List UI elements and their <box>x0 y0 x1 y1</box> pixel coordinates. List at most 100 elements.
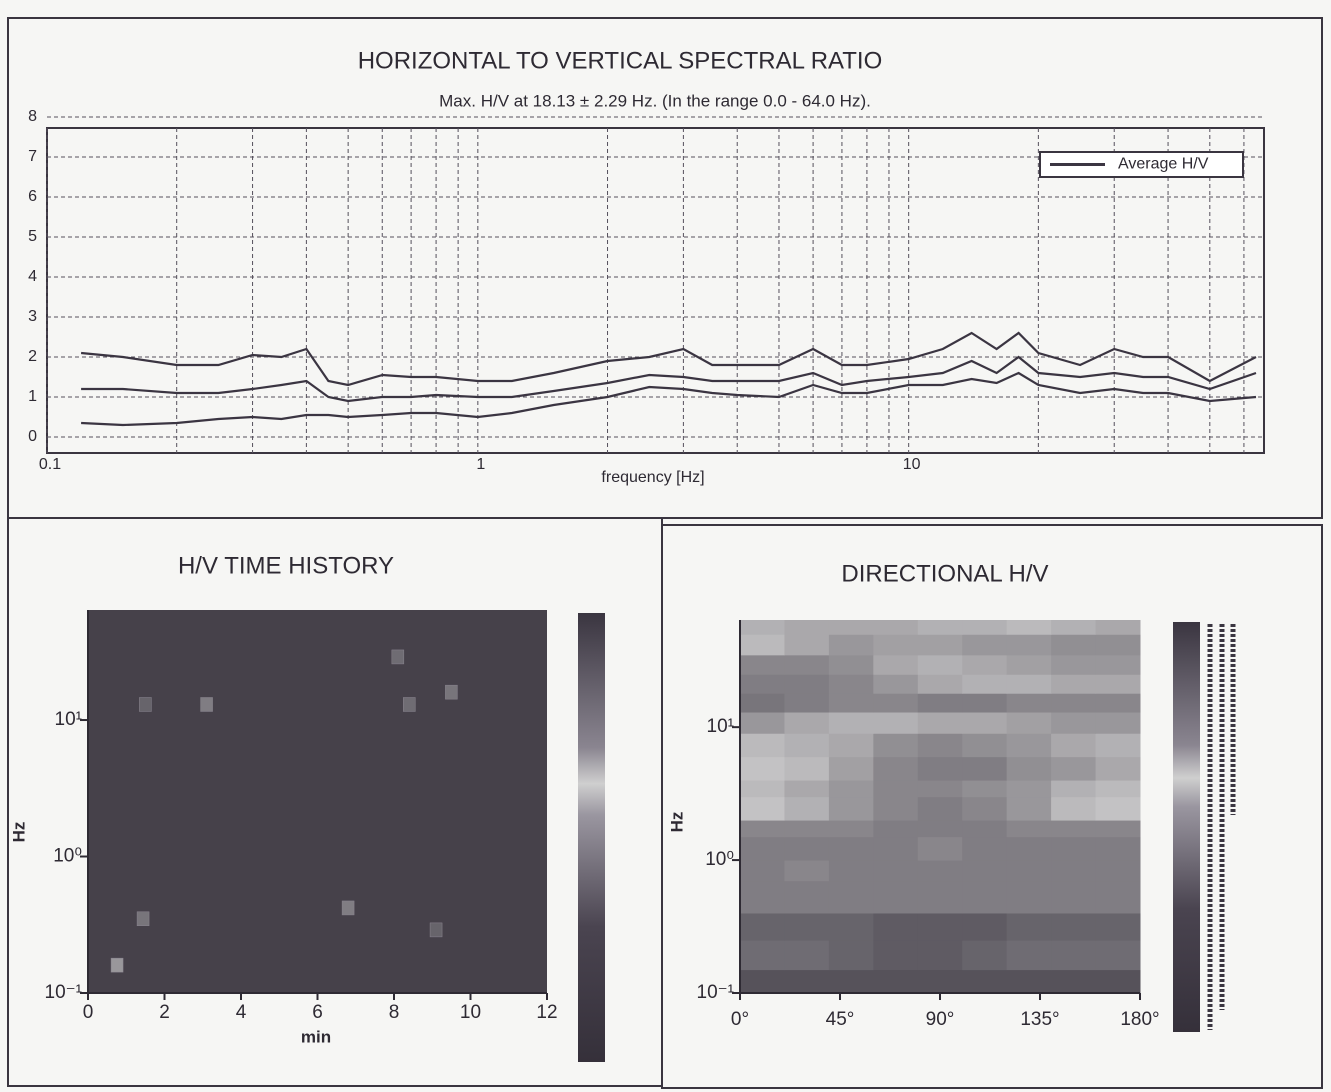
heatmap-cell <box>1006 940 1052 971</box>
heatmap-cell <box>962 860 1008 882</box>
heatmap-cell <box>962 712 1008 734</box>
chart-title: H/V TIME HISTORY <box>178 552 394 579</box>
x-tick-label: 45° <box>826 1009 855 1030</box>
heatmap-cell <box>740 654 785 675</box>
heatmap-cell <box>873 654 919 675</box>
heatmap-cell <box>873 712 919 734</box>
heatmap-cell <box>1051 674 1097 694</box>
heatmap-cell <box>740 756 785 781</box>
heatmap-cell <box>1051 836 1097 861</box>
y-tick-label: 1 <box>28 388 37 405</box>
heatmap-cell <box>917 912 963 941</box>
heatmap-cell <box>740 880 785 914</box>
heatmap-cell <box>1006 654 1052 675</box>
heatmap-cell <box>740 712 785 734</box>
heatmap-cell <box>1006 674 1052 694</box>
chart-subtitle: Max. H/V at 18.13 ± 2.29 Hz. (In the ran… <box>439 91 871 110</box>
heatmap-cell <box>1006 820 1052 838</box>
heatmap-cell <box>873 969 919 994</box>
heatmap-cell <box>962 780 1008 798</box>
heatmap-cell <box>784 912 830 941</box>
heatmap-cell <box>1051 634 1097 656</box>
heatmap-cell <box>1006 836 1052 861</box>
heatmap-cell <box>1051 620 1097 635</box>
heatmap-cell <box>873 674 919 694</box>
heatmap-cell <box>828 634 874 656</box>
heatmap-cell <box>828 712 874 734</box>
heatmap-spot <box>200 697 213 712</box>
heatmap-cell <box>784 620 830 635</box>
y-tick-label: 2 <box>28 348 37 365</box>
heatmap-cell <box>873 796 919 821</box>
x-tick-label: 0 <box>83 1002 94 1023</box>
heatmap-cell <box>1095 620 1141 635</box>
heatmap-cell <box>1051 860 1097 882</box>
x-tick-label: 6 <box>312 1002 323 1023</box>
heatmap-cell <box>1006 969 1052 994</box>
heatmap-cell <box>1095 654 1141 675</box>
legend-label: Average H/V <box>1118 156 1209 173</box>
heatmap-spot <box>136 911 150 926</box>
heatmap-cell <box>1006 693 1052 713</box>
heatmap-cell <box>784 820 830 838</box>
top-panel <box>7 17 1323 519</box>
heatmap-cell <box>917 860 963 882</box>
heatmap-cell <box>962 940 1008 971</box>
heatmap-cell <box>917 796 963 821</box>
y-axis-label: Hz <box>9 822 28 843</box>
heatmap-cell <box>740 912 785 941</box>
heatmap-cell <box>740 860 785 882</box>
heatmap-cell <box>1051 880 1097 914</box>
heatmap-cell <box>1095 860 1141 882</box>
heatmap-cell <box>1051 969 1097 994</box>
heatmap-cell <box>1095 780 1141 798</box>
heatmap-cell <box>740 693 785 713</box>
heatmap-cell <box>1095 880 1141 914</box>
heatmap-cell <box>962 733 1008 758</box>
heatmap-cell <box>962 654 1008 675</box>
heatmap-cell <box>917 620 963 635</box>
heatmap-cell <box>1051 756 1097 781</box>
heatmap-cell <box>1051 693 1097 713</box>
heatmap-cell <box>873 634 919 656</box>
heatmap-spot <box>403 697 416 712</box>
heatmap-cell <box>784 780 830 798</box>
heatmap-spot <box>391 649 405 665</box>
heatmap-cell <box>873 780 919 798</box>
heatmap-cell <box>828 880 874 914</box>
x-tick-label: 0° <box>731 1009 749 1030</box>
heatmap-cell <box>873 880 919 914</box>
x-tick-label: 12 <box>536 1002 557 1023</box>
colorbar <box>578 613 605 1062</box>
heatmap-cell <box>962 693 1008 713</box>
y-tick-label: 6 <box>28 188 37 205</box>
heatmap-cell <box>828 836 874 861</box>
heatmap-cell <box>1006 634 1052 656</box>
x-tick-label: 10 <box>903 456 921 473</box>
x-tick-label: 10 <box>460 1002 481 1023</box>
chart-title: HORIZONTAL TO VERTICAL SPECTRAL RATIO <box>358 47 883 74</box>
heatmap-spot <box>445 684 458 700</box>
heatmap-cell <box>740 969 785 994</box>
heatmap-cell <box>784 733 830 758</box>
chart-title: DIRECTIONAL H/V <box>841 560 1048 587</box>
heatmap-spot <box>341 900 355 916</box>
y-tick-label: 5 <box>28 228 37 245</box>
heatmap-cell <box>1006 796 1052 821</box>
heatmap-cell <box>873 860 919 882</box>
heatmap-cell <box>873 940 919 971</box>
y-tick-label: 10⁻¹ <box>697 982 735 1003</box>
heatmap-cell <box>740 733 785 758</box>
heatmap-cell <box>917 940 963 971</box>
heatmap-cell <box>962 796 1008 821</box>
heatmap-cell <box>962 634 1008 656</box>
heatmap-cell <box>784 940 830 971</box>
x-tick-label: 1 <box>476 456 485 473</box>
heatmap-cell <box>1051 654 1097 675</box>
series-line <box>81 355 1257 403</box>
heatmap-cell <box>873 756 919 781</box>
heatmap-cell <box>873 820 919 838</box>
series-line <box>80 331 1257 387</box>
heatmap-cell <box>917 654 963 675</box>
